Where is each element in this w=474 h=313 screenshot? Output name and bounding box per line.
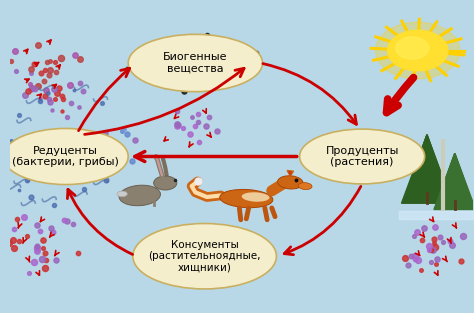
Polygon shape: [287, 171, 293, 176]
Ellipse shape: [117, 191, 127, 197]
Text: Редуценты
(бактерии, грибы): Редуценты (бактерии, грибы): [12, 146, 119, 167]
Ellipse shape: [119, 185, 161, 206]
Ellipse shape: [242, 192, 269, 202]
Ellipse shape: [3, 128, 128, 185]
Polygon shape: [289, 172, 292, 176]
Ellipse shape: [298, 182, 312, 190]
Circle shape: [375, 22, 460, 79]
Polygon shape: [409, 135, 445, 186]
Text: Консументы
(растительноядные,
хищники): Консументы (растительноядные, хищники): [148, 240, 261, 273]
Ellipse shape: [133, 223, 276, 289]
Text: Продуценты
(растения): Продуценты (растения): [326, 146, 399, 167]
Ellipse shape: [128, 34, 263, 92]
Ellipse shape: [278, 176, 303, 189]
Ellipse shape: [154, 176, 177, 190]
Ellipse shape: [300, 129, 425, 184]
Circle shape: [388, 30, 448, 71]
Polygon shape: [440, 153, 470, 195]
Polygon shape: [434, 153, 474, 209]
Circle shape: [396, 37, 428, 59]
Polygon shape: [414, 135, 439, 170]
Ellipse shape: [220, 189, 273, 208]
Text: Биогенные
вещества: Биогенные вещества: [163, 52, 228, 74]
Polygon shape: [401, 135, 453, 203]
Polygon shape: [445, 153, 465, 182]
